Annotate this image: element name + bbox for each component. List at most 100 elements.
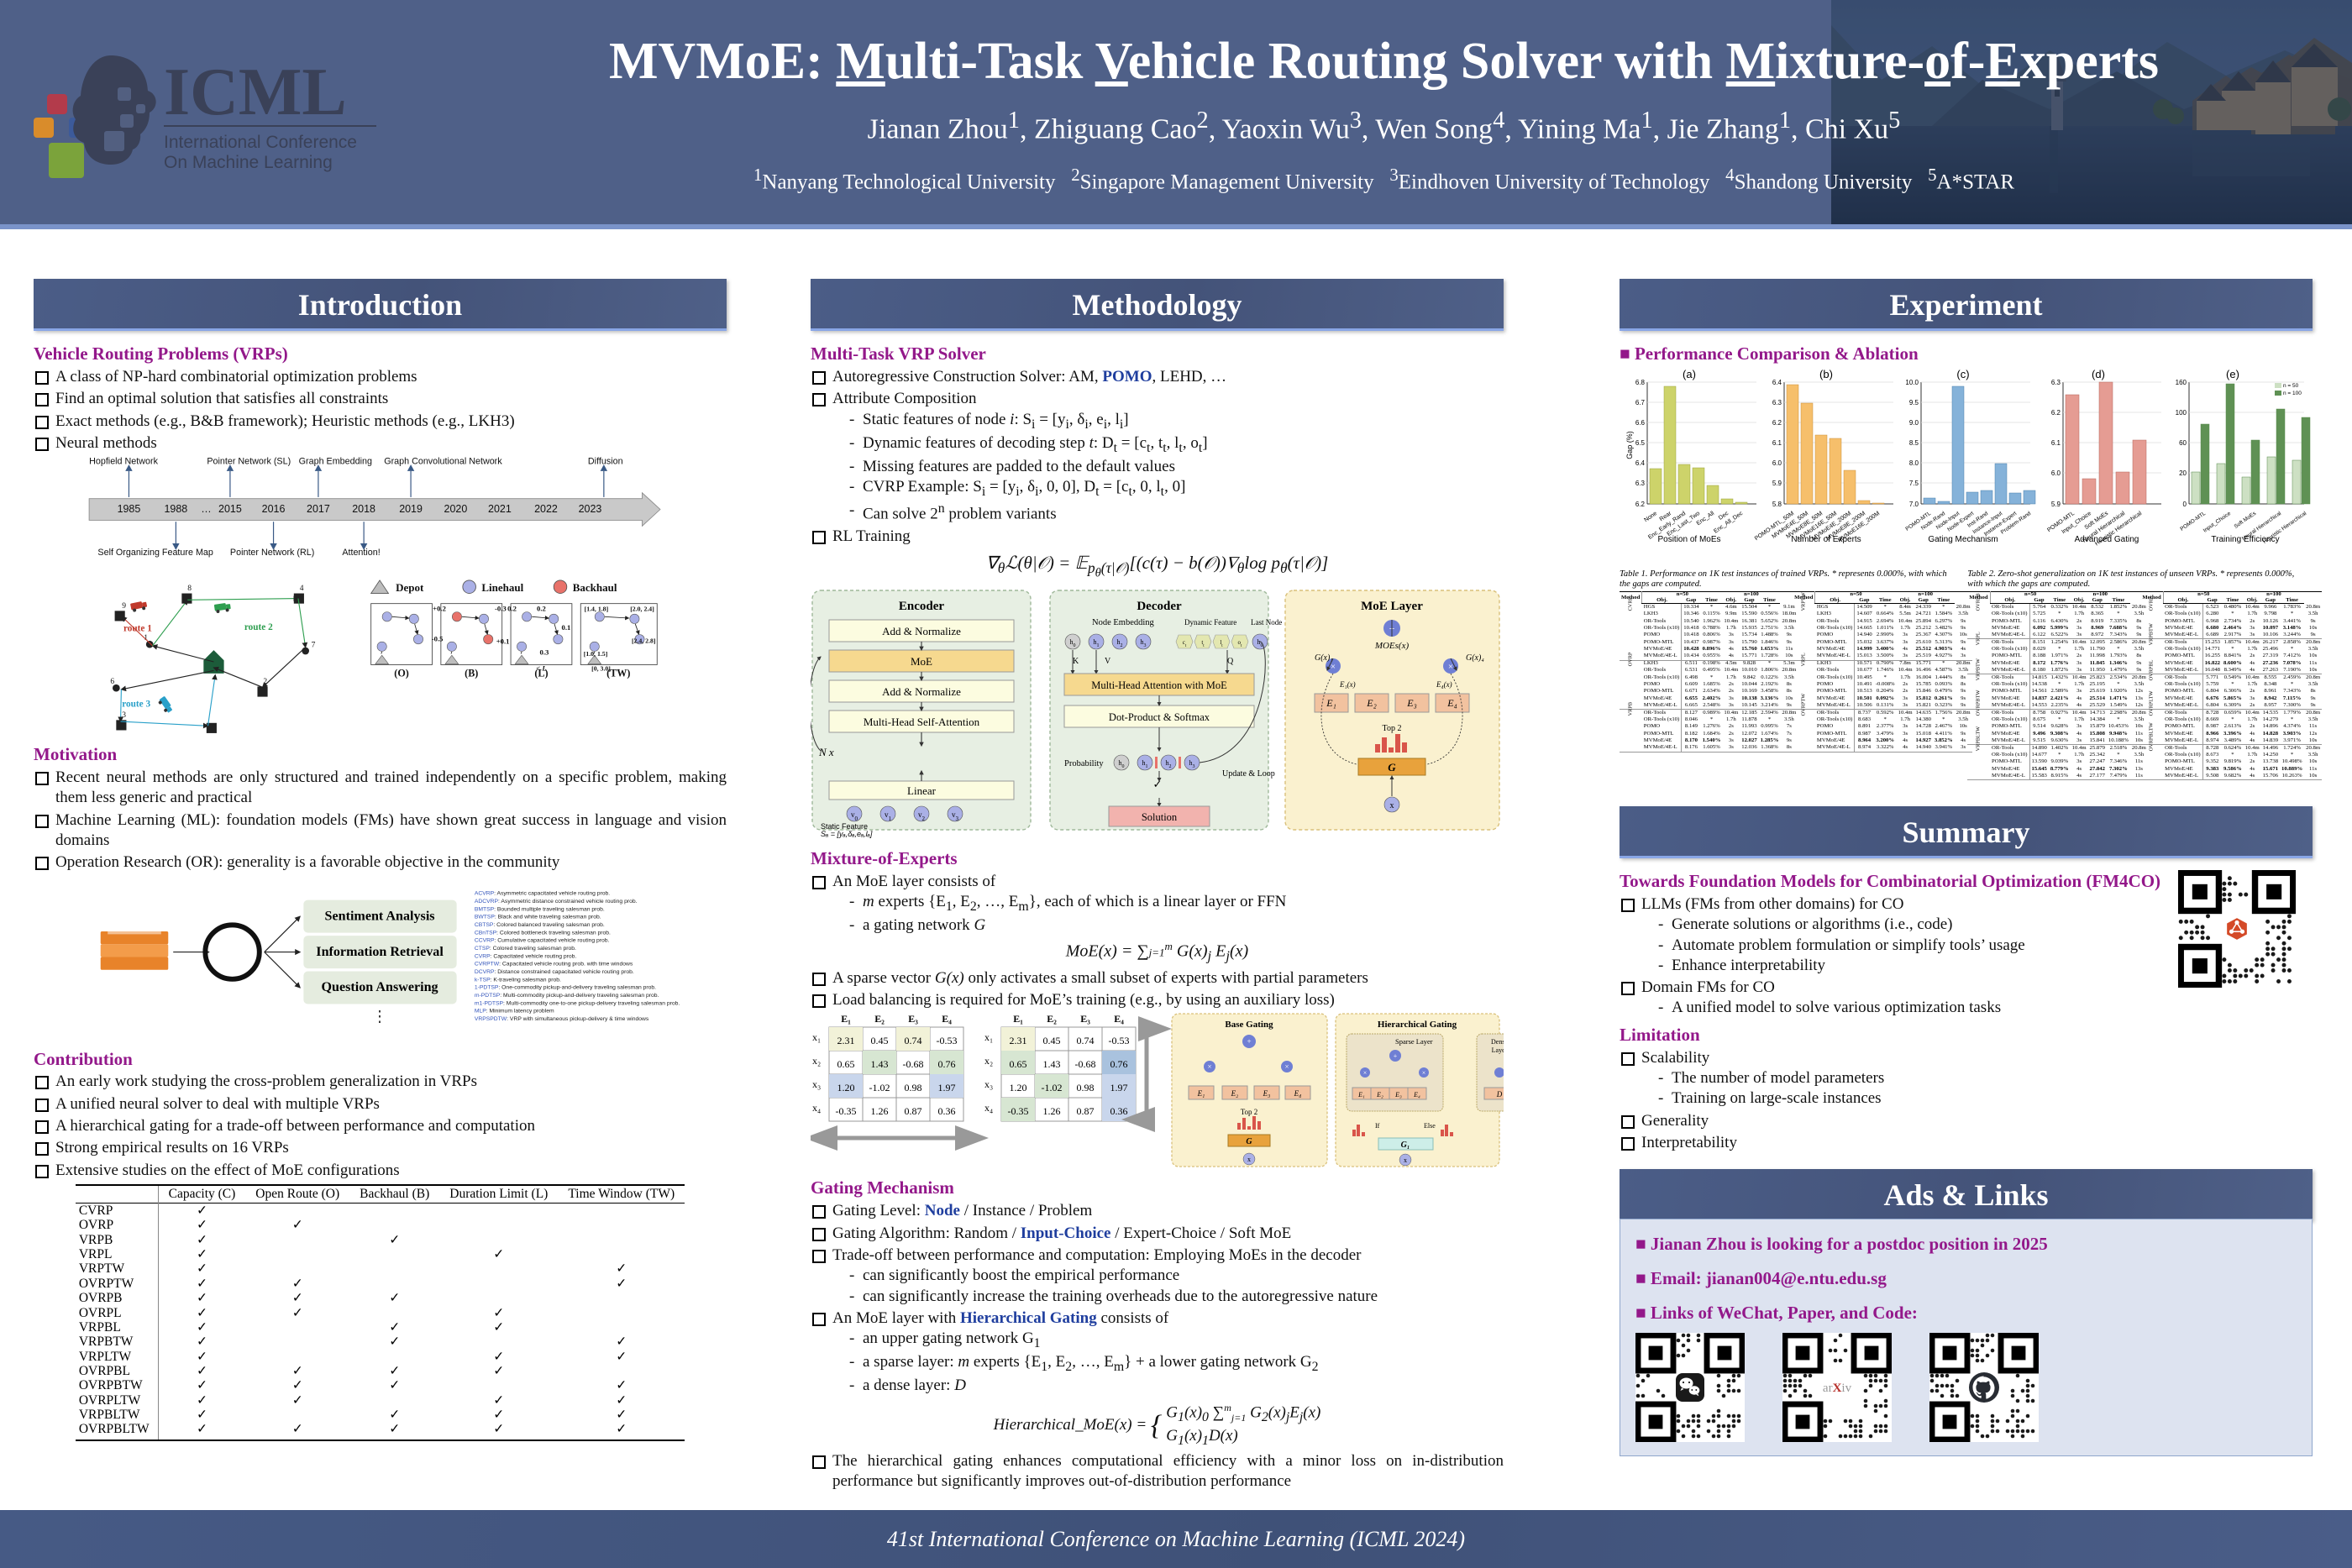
- svg-text:2017: 2017: [307, 503, 330, 515]
- svg-text:-0.35: -0.35: [1008, 1105, 1029, 1117]
- svg-text:Dot-Product & Softmax: Dot-Product & Softmax: [1109, 711, 1210, 723]
- svg-text:E₃: E₃: [1406, 697, 1417, 709]
- svg-text:6: 6: [110, 678, 114, 686]
- svg-text:Add & Normalize: Add & Normalize: [882, 625, 961, 637]
- svg-text:0.76: 0.76: [1110, 1058, 1128, 1070]
- svg-text:[1.0, 1.5]: [1.0, 1.5]: [584, 650, 608, 658]
- svg-text:8.5: 8.5: [1909, 439, 1919, 447]
- svg-text:7.5: 7.5: [1909, 480, 1919, 487]
- svg-text:Attention!: Attention!: [342, 548, 380, 558]
- svg-text:n = 50: n = 50: [2283, 383, 2299, 389]
- svg-text:×: ×: [1207, 1062, 1211, 1071]
- svg-text:0.87: 0.87: [1077, 1105, 1095, 1117]
- svg-text:D: D: [1496, 1090, 1503, 1099]
- svg-text:Gap (%): Gap (%): [1625, 431, 1634, 459]
- svg-text:G(x)₁: G(x)₁: [1315, 653, 1333, 663]
- svg-text:Advanced Gating: Advanced Gating: [2075, 535, 2139, 544]
- svg-text:6.8: 6.8: [1635, 379, 1646, 386]
- svg-text:6.0: 6.0: [2051, 469, 2061, 477]
- svg-text:2016: 2016: [262, 503, 286, 515]
- svg-text:x: x: [1247, 1156, 1251, 1163]
- svg-text:6.2: 6.2: [1635, 501, 1646, 508]
- svg-text:0: 0: [2183, 501, 2187, 508]
- svg-text:+: +: [1247, 1037, 1251, 1046]
- svg-text:Pointer Network (RL): Pointer Network (RL): [230, 548, 314, 558]
- svg-text:6.0: 6.0: [1772, 459, 1782, 467]
- svg-text:Gating Mechanism: Gating Mechanism: [1928, 535, 1998, 544]
- svg-text:x₃: x₃: [812, 1078, 821, 1090]
- svg-text:BMTSP: Bounded multiple travel: BMTSP: Bounded multiple traveling salesm…: [475, 906, 605, 912]
- svg-text:(O): (O): [394, 667, 409, 679]
- svg-text:0.45: 0.45: [1043, 1035, 1061, 1046]
- svg-text:route 2: route 2: [244, 622, 273, 632]
- svg-text:x₄: x₄: [984, 1102, 993, 1114]
- svg-text:CBTSP: Colored balanced travel: CBTSP: Colored balanced traveling salesm…: [475, 922, 605, 928]
- svg-text:E₃: E₃: [1080, 1013, 1090, 1025]
- svg-text:m-PDTSP: Multi-commodity picku: m-PDTSP: Multi-commodity pickup-and-deli…: [475, 993, 659, 999]
- svg-text:Update & Loop: Update & Loop: [1222, 769, 1275, 779]
- svg-text:G: G: [1388, 761, 1396, 774]
- svg-text:VRPSPDTW: VRP with simultaneou: VRPSPDTW: VRP with simultaneous pickup-d…: [475, 1016, 649, 1022]
- svg-text:(b): (b): [1819, 368, 1833, 380]
- svg-text:Hopfield Network: Hopfield Network: [89, 456, 158, 466]
- svg-text:-0.3: -0.3: [495, 604, 507, 612]
- svg-text:Input_Choice: Input_Choice: [2202, 511, 2233, 534]
- svg-text:10.0: 10.0: [1905, 379, 1919, 386]
- svg-text:Dense: Dense: [1491, 1038, 1504, 1046]
- svg-text:7.0: 7.0: [1909, 501, 1919, 508]
- svg-text:0.98: 0.98: [1077, 1082, 1095, 1093]
- svg-text:ADCVRP: Asymmetric distance co: ADCVRP: Asymmetric distance constrained …: [475, 899, 638, 905]
- svg-text:-0.68: -0.68: [1075, 1058, 1096, 1070]
- svg-text:CVRPTW: Capacitated vehicle ro: CVRPTW: Capacitated vehicle routing prob…: [475, 961, 633, 967]
- svg-text:Solution: Solution: [1142, 811, 1178, 823]
- svg-text:Probability: Probability: [1064, 759, 1104, 768]
- svg-text:5.9: 5.9: [2051, 501, 2061, 508]
- svg-text:Node Embedding: Node Embedding: [1092, 618, 1155, 627]
- svg-text:0.74: 0.74: [905, 1035, 922, 1046]
- svg-text:E₁: E₁: [1357, 1091, 1365, 1099]
- svg-text:E₂: E₂: [1376, 1091, 1383, 1099]
- svg-text:(e): (e): [2226, 368, 2239, 380]
- svg-text:E₂: E₂: [874, 1013, 885, 1025]
- svg-text:Multi-Head Attention with MoE: Multi-Head Attention with MoE: [1091, 679, 1227, 691]
- svg-text:x₂: x₂: [984, 1055, 993, 1067]
- svg-text:-0.5: -0.5: [432, 635, 444, 643]
- svg-text:E₄: E₄: [942, 1013, 952, 1025]
- svg-text:E₂: E₂: [1047, 1013, 1057, 1025]
- svg-text:9.5: 9.5: [1909, 399, 1919, 406]
- svg-text:route 3: route 3: [122, 700, 150, 710]
- svg-text:n = 100: n = 100: [2283, 391, 2302, 396]
- svg-text:x₂: x₂: [812, 1055, 821, 1067]
- svg-text:x₃: x₃: [984, 1078, 993, 1090]
- svg-text:6.3: 6.3: [2051, 379, 2061, 386]
- svg-text:1.97: 1.97: [1110, 1082, 1128, 1093]
- svg-text:Pointer Network (SL): Pointer Network (SL): [207, 456, 291, 466]
- svg-text:MOEs(x): MOEs(x): [1374, 641, 1410, 651]
- svg-text:-1.02: -1.02: [869, 1082, 890, 1093]
- svg-text:5.8: 5.8: [1772, 501, 1782, 508]
- svg-text:-1.02: -1.02: [1042, 1082, 1063, 1093]
- svg-text:Training Efficiency: Training Efficiency: [2211, 535, 2279, 544]
- svg-text:0.76: 0.76: [938, 1058, 956, 1070]
- svg-text:E₁: E₁: [841, 1013, 851, 1025]
- svg-text:k-TSP: K-traveling salesman pr: k-TSP: K-traveling salesman prob.: [475, 977, 561, 983]
- svg-text:1.26: 1.26: [871, 1105, 889, 1117]
- svg-text:Graph Embedding: Graph Embedding: [299, 456, 372, 466]
- svg-text:E₃: E₃: [908, 1013, 918, 1025]
- svg-text:MoE Layer: MoE Layer: [1361, 600, 1423, 613]
- svg-text:route 1: route 1: [123, 624, 152, 634]
- svg-text:0.2: 0.2: [537, 604, 546, 612]
- svg-text:[2.4, 2.8]: [2.4, 2.8]: [632, 637, 656, 645]
- svg-text:1.43: 1.43: [871, 1058, 889, 1070]
- svg-text:x: x: [1390, 801, 1394, 810]
- svg-text:6.4: 6.4: [1635, 459, 1646, 467]
- svg-text:Diffusion: Diffusion: [588, 456, 623, 466]
- svg-text:(L): (L): [534, 667, 548, 679]
- svg-text:K: K: [1073, 657, 1079, 666]
- svg-text:2019: 2019: [399, 503, 423, 515]
- svg-text:Else: Else: [1424, 1122, 1436, 1130]
- svg-text:E₃: E₃: [1263, 1089, 1271, 1098]
- svg-text:(a): (a): [1683, 368, 1696, 380]
- svg-text:E₂: E₂: [1366, 697, 1377, 709]
- svg-text:6.5: 6.5: [1635, 439, 1646, 447]
